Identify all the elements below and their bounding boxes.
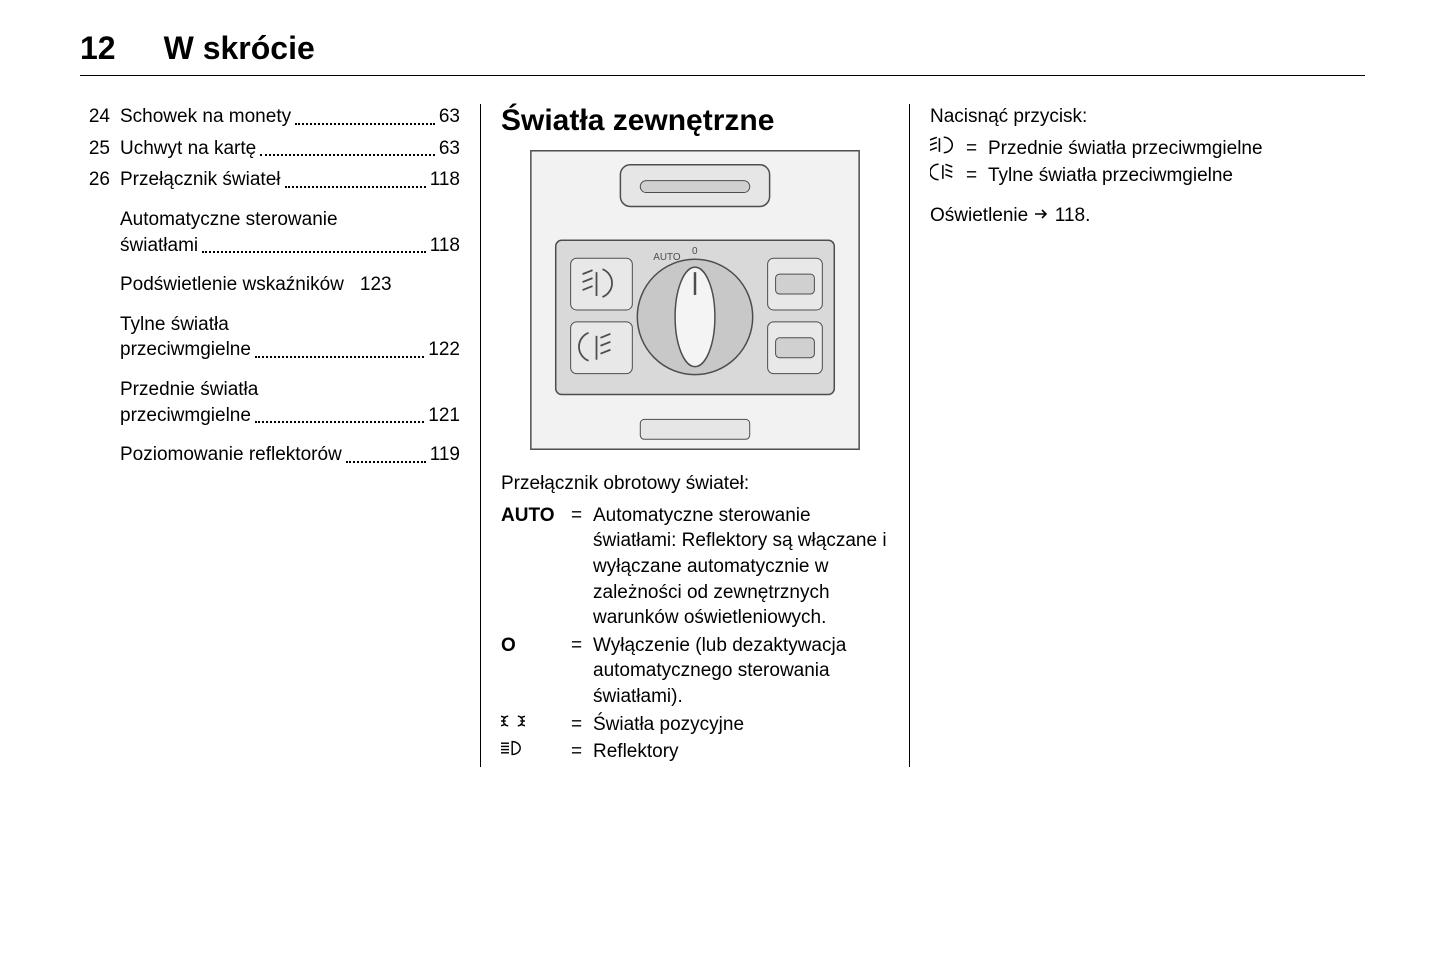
- toc-sublist: Automatyczne sterowanie światłami 118 Po…: [120, 207, 460, 468]
- toc-leader: [255, 356, 424, 358]
- section-title: W skrócie: [164, 30, 315, 67]
- front-fog-icon: [930, 136, 966, 162]
- definition-row: AUTO = Automatyczne sterowanie światłami…: [501, 503, 889, 631]
- heading-exterior-lights: Światła zewnętrzne: [501, 104, 889, 138]
- toc-item: 24 Schowek na monety 63: [80, 104, 460, 130]
- toc-label: Uchwyt na kartę: [120, 136, 256, 162]
- definition-row: = Światła pozycyjne: [501, 712, 889, 738]
- toc-leader: [295, 123, 435, 125]
- toc-sublabel-line: Poziomowanie reflektorów: [120, 442, 342, 468]
- toc-subitem: Podświetlenie wskaźników 123: [120, 272, 460, 298]
- toc-subitem: Przednie światła przeciwmgielne 121: [120, 377, 460, 428]
- toc-leader: [260, 154, 435, 156]
- toc-item: 25 Uchwyt na kartę 63: [80, 136, 460, 162]
- toc-page: 122: [428, 337, 460, 363]
- def-equals: =: [571, 739, 593, 765]
- svg-text:AUTO: AUTO: [653, 252, 681, 263]
- column-main: Światła zewnętrzne: [480, 104, 910, 767]
- def-value: Przednie światła przeciwmgielne: [988, 136, 1320, 162]
- headlights-icon: [501, 739, 571, 765]
- def-key-auto: AUTO: [501, 503, 571, 631]
- figure-light-switch: AUTO 0: [501, 150, 889, 450]
- toc-item: 26 Przełącznik świateł 118: [80, 167, 460, 193]
- page-number: 12: [80, 30, 116, 67]
- column-toc: 24 Schowek na monety 63 25 Uchwyt na kar…: [80, 104, 480, 767]
- columns: 24 Schowek na monety 63 25 Uchwyt na kar…: [80, 104, 1365, 767]
- toc-page: 119: [430, 442, 460, 468]
- reference-page: 118.: [1055, 205, 1091, 226]
- def-value: Wyłączenie (lub dezaktywacja automatyczn…: [593, 633, 889, 710]
- def-value: Automatyczne sterowanie światłami: Refle…: [593, 503, 889, 631]
- toc-sublabel-line: przeciwmgielne: [120, 337, 251, 363]
- intro-press-button: Nacisnąć przycisk:: [930, 104, 1320, 130]
- rear-fog-icon: [930, 163, 966, 189]
- def-value: Światła pozycyjne: [593, 712, 889, 738]
- toc-page: 121: [428, 403, 460, 429]
- toc-page: 118: [430, 167, 460, 193]
- svg-text:0: 0: [692, 246, 698, 257]
- def-equals: =: [571, 712, 593, 738]
- def-equals: =: [966, 136, 988, 162]
- toc-subitem: Tylne światła przeciwmgielne 122: [120, 312, 460, 363]
- toc-sublabel-line: Automatyczne sterowanie: [120, 207, 460, 233]
- def-equals: =: [571, 503, 593, 631]
- toc-page: 63: [439, 104, 460, 130]
- toc-sublabel-line: Tylne światła: [120, 312, 460, 338]
- toc-label: Przełącznik świateł: [120, 167, 281, 193]
- def-equals: =: [966, 163, 988, 189]
- toc-page: 63: [439, 136, 460, 162]
- toc-number: 26: [80, 167, 110, 193]
- definition-row: O = Wyłączenie (lub dezaktywacja automat…: [501, 633, 889, 710]
- def-equals: =: [571, 633, 593, 710]
- toc-leader: [202, 251, 426, 253]
- parking-lights-icon: [501, 712, 571, 738]
- caption-rotary-switch: Przełącznik obrotowy świateł:: [501, 471, 889, 497]
- reference-prefix: Oświetlenie: [930, 205, 1028, 226]
- toc-leader: [346, 461, 426, 463]
- def-value: Reflektory: [593, 739, 889, 765]
- toc-subitem: Automatyczne sterowanie światłami 118: [120, 207, 460, 258]
- toc-page: 123: [360, 272, 392, 298]
- toc-label: Schowek na monety: [120, 104, 291, 130]
- page-header: 12 W skrócie: [80, 30, 1365, 67]
- page-root: 12 W skrócie 24 Schowek na monety 63 25 …: [0, 0, 1445, 797]
- column-right: Nacisnąć przycisk: = Przednie światła pr…: [910, 104, 1340, 767]
- toc-sublabel-line: Podświetlenie wskaźników: [120, 272, 344, 298]
- toc-subitem: Poziomowanie reflektorów 119: [120, 442, 460, 468]
- toc-sublabel-line: światłami: [120, 233, 198, 259]
- def-value: Tylne światła przeciwmgielne: [988, 163, 1320, 189]
- definition-row: = Przednie światła przeciwmgielne: [930, 136, 1320, 162]
- definition-row: = Reflektory: [501, 739, 889, 765]
- def-key-off: O: [501, 633, 571, 710]
- toc-leader: [255, 421, 424, 423]
- toc-number: 24: [80, 104, 110, 130]
- definition-row: = Tylne światła przeciwmgielne: [930, 163, 1320, 189]
- toc-number: 25: [80, 136, 110, 162]
- toc-sublabel-line: Przednie światła: [120, 377, 460, 403]
- toc-leader: [285, 186, 426, 188]
- reference-lighting: Oświetlenie 118.: [930, 203, 1320, 229]
- header-rule: [80, 75, 1365, 76]
- reference-arrow-icon: [1034, 203, 1050, 229]
- toc-page: 118: [430, 233, 460, 259]
- toc-sublabel-line: przeciwmgielne: [120, 403, 251, 429]
